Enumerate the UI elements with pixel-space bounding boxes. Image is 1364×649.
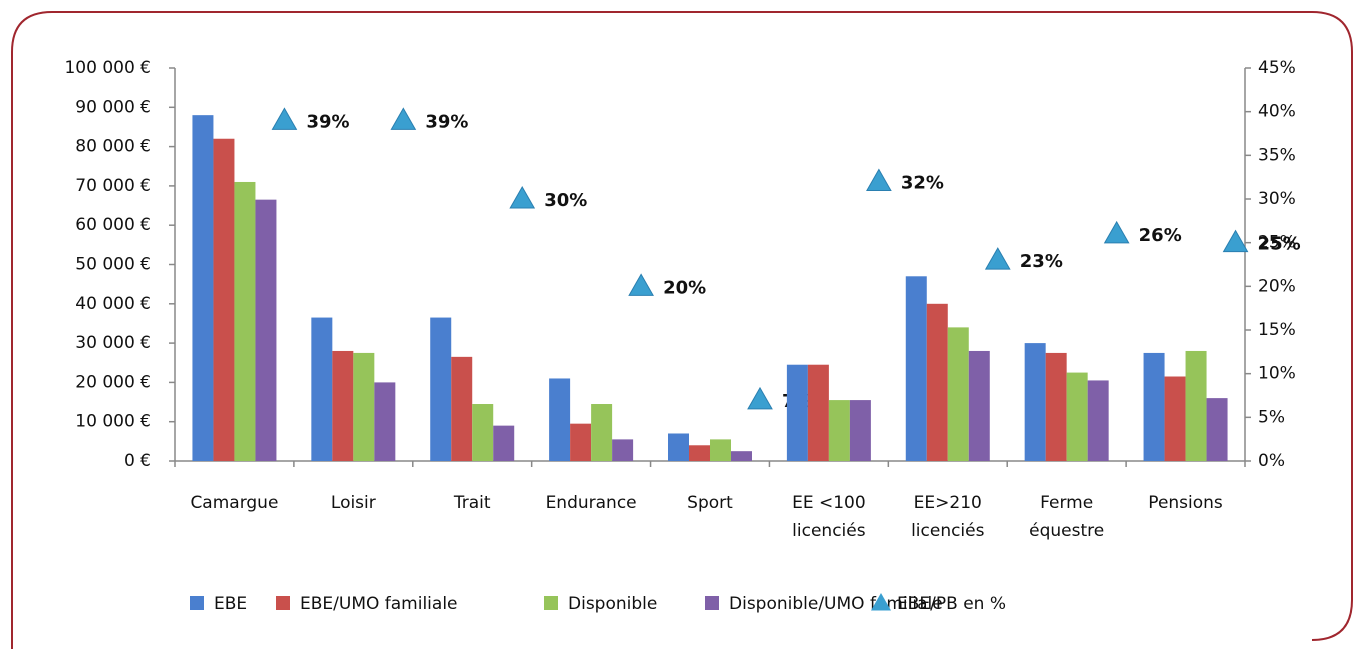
x-tick-label: Camargue xyxy=(190,493,278,513)
bar xyxy=(1024,343,1046,461)
x-tick-label: EE <100 licenciés xyxy=(792,493,866,541)
y-tick-label: 20 000 € xyxy=(75,372,151,392)
bar xyxy=(968,350,990,461)
marker xyxy=(866,168,892,192)
legend-label: EBE/PB en % xyxy=(897,594,1006,614)
bar xyxy=(1164,376,1186,461)
y-tick-label: 90 000 € xyxy=(75,97,151,117)
marker xyxy=(1103,220,1130,244)
y2-tick-label: 20% xyxy=(1258,276,1296,296)
value-label: 20% xyxy=(663,277,706,298)
x-tick-label: Pensions xyxy=(1148,493,1223,513)
y2-tick-label: 40% xyxy=(1258,102,1296,122)
y-tick-label: 80 000 € xyxy=(75,137,151,157)
bar xyxy=(905,276,927,461)
bar xyxy=(612,439,634,461)
bar xyxy=(1066,372,1088,461)
bar xyxy=(731,451,752,461)
bar xyxy=(849,400,871,461)
bar xyxy=(947,327,969,461)
legend-label: Disponible xyxy=(568,594,657,614)
frame xyxy=(11,11,1353,649)
bar xyxy=(668,433,689,461)
legend-label: EBE xyxy=(214,594,247,614)
y2-tick-label: 30% xyxy=(1258,189,1296,209)
y-tick-label: 70 000 € xyxy=(75,176,151,196)
bar xyxy=(926,303,948,461)
y-tick-label: 40 000 € xyxy=(75,294,151,314)
bar xyxy=(786,364,808,461)
x-tick-label: Endurance xyxy=(546,493,637,513)
marker xyxy=(1222,229,1249,253)
y-tick-label: 60 000 € xyxy=(75,215,151,235)
bar xyxy=(192,115,214,461)
legend-label: EBE/UMO familiale xyxy=(300,594,458,614)
bar xyxy=(549,378,571,461)
bar xyxy=(570,423,592,461)
marker xyxy=(271,107,298,130)
bar xyxy=(472,404,494,461)
bar xyxy=(1087,380,1109,461)
y-tick-label: 10 000 € xyxy=(75,412,151,432)
legend-marker xyxy=(871,593,891,611)
legend-swatch xyxy=(276,596,290,610)
x-tick-label: Sport xyxy=(687,493,733,513)
value-label: 30% xyxy=(544,190,587,211)
marker xyxy=(390,107,417,130)
x-tick-label: Loisir xyxy=(331,493,376,513)
bar xyxy=(828,400,850,461)
value-label: 39% xyxy=(425,111,468,132)
legend-swatch xyxy=(705,596,719,610)
bar xyxy=(311,317,333,461)
bar xyxy=(234,181,256,461)
bar xyxy=(493,425,515,461)
bar xyxy=(255,199,277,461)
y2-tick-label: 25% xyxy=(1258,233,1296,253)
y-tick-label: 30 000 € xyxy=(75,333,151,353)
bar xyxy=(689,445,710,461)
y2-tick-label: 5% xyxy=(1258,407,1285,427)
bar xyxy=(353,352,375,461)
bar xyxy=(213,138,235,462)
marker xyxy=(984,247,1011,270)
value-label: 26% xyxy=(1139,225,1182,246)
x-tick-label: EE>210 licenciés xyxy=(911,493,985,541)
bar xyxy=(430,317,452,461)
y2-tick-label: 10% xyxy=(1258,364,1296,384)
y2-tick-label: 35% xyxy=(1258,145,1296,165)
bar xyxy=(1185,350,1207,461)
value-label: 25% xyxy=(1258,234,1301,255)
bar xyxy=(710,439,731,461)
x-tick-label: Trait xyxy=(453,493,491,513)
y-tick-label: 0 € xyxy=(124,451,151,471)
marker xyxy=(628,273,654,296)
marker xyxy=(509,185,536,209)
bar xyxy=(591,404,613,461)
y2-tick-label: 0% xyxy=(1258,451,1285,471)
value-label: 39% xyxy=(306,111,349,132)
bar xyxy=(332,350,354,461)
y-tick-label: 50 000 € xyxy=(75,255,151,275)
bar xyxy=(807,364,829,461)
y2-tick-label: 15% xyxy=(1258,320,1296,340)
legend-swatch xyxy=(190,596,204,610)
value-label: 23% xyxy=(1020,251,1063,272)
y2-tick-label: 45% xyxy=(1258,58,1296,78)
bar xyxy=(374,382,396,461)
x-tick-label: Ferme équestre xyxy=(1029,493,1104,541)
marker xyxy=(747,386,773,410)
bar xyxy=(1143,352,1165,461)
legend-swatch xyxy=(544,596,558,610)
value-label: 32% xyxy=(901,173,944,194)
bar xyxy=(451,356,473,461)
bar xyxy=(1206,398,1228,461)
y-tick-label: 100 000 € xyxy=(64,58,151,78)
bar xyxy=(1045,352,1067,461)
